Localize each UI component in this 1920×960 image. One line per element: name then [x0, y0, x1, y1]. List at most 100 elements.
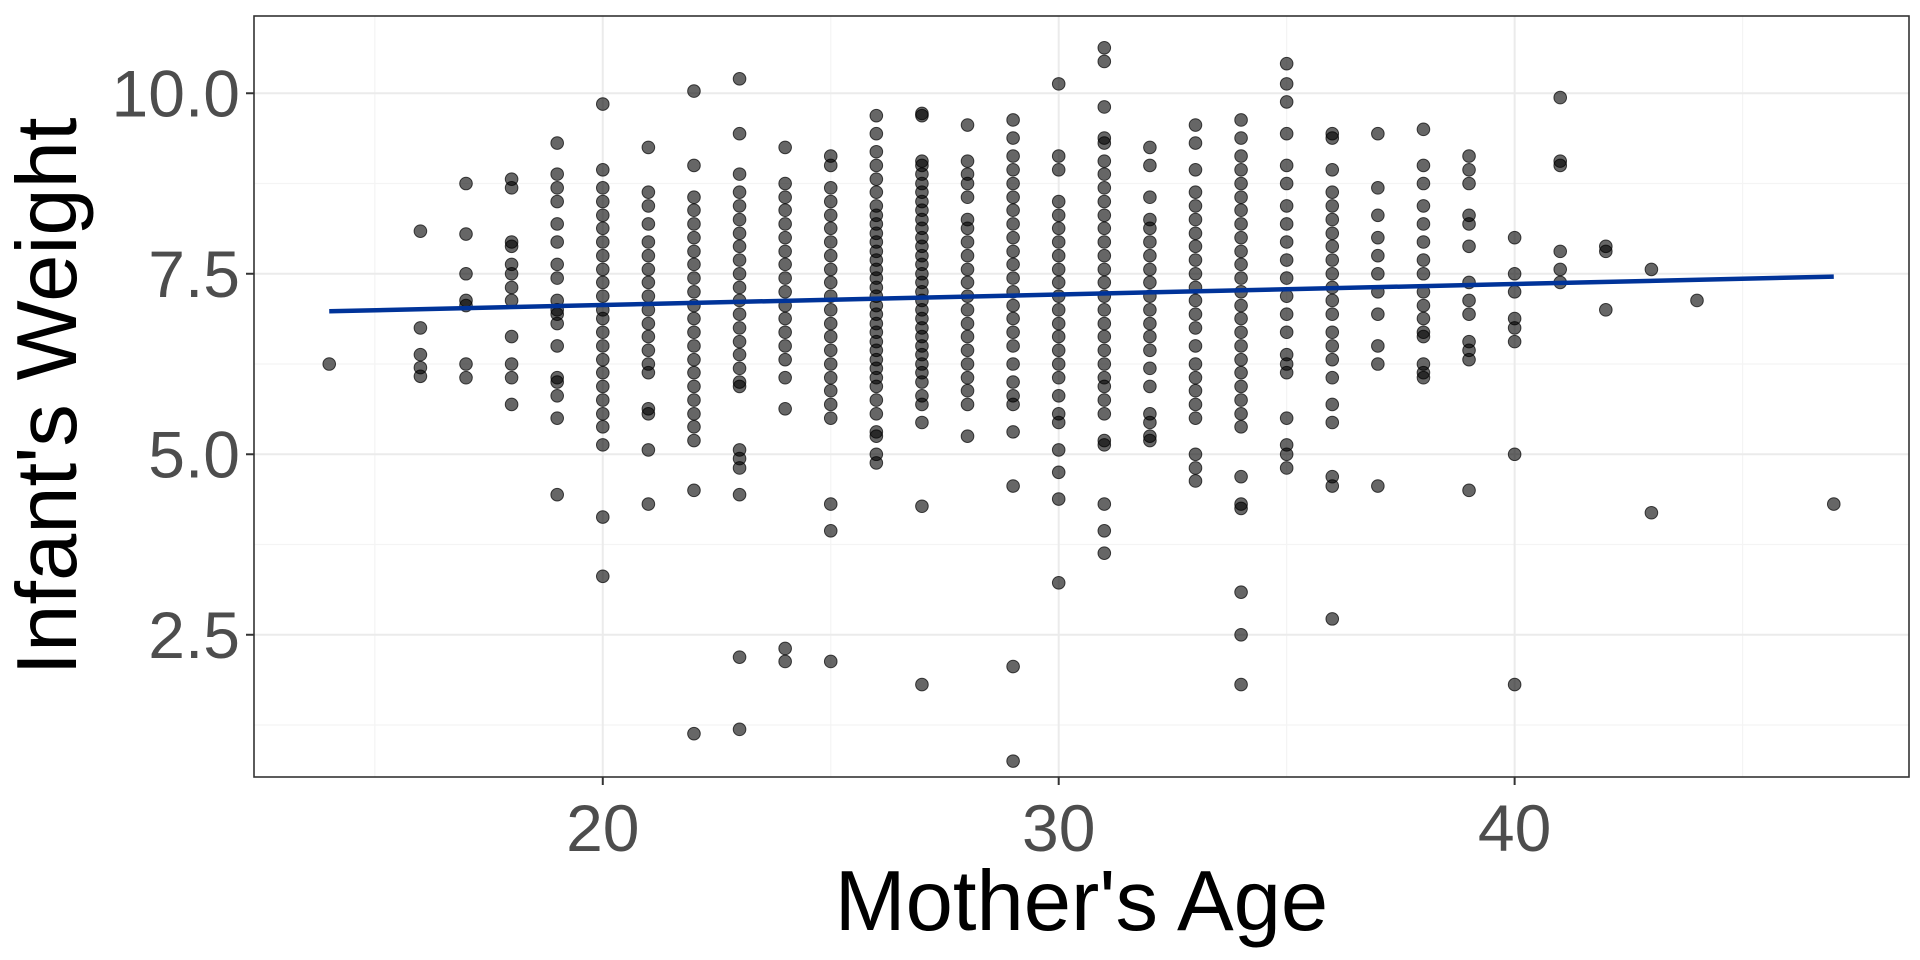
scatter-point [687, 365, 701, 380]
scatter-point [1051, 235, 1066, 249]
scatter-point [1234, 352, 1248, 367]
scatter-point [1826, 497, 1841, 511]
scatter-point [641, 185, 656, 199]
scatter-point [823, 357, 838, 371]
scatter-point [960, 262, 975, 277]
scatter-point [322, 357, 337, 371]
scatter-point [1188, 307, 1203, 321]
scatter-point [1143, 275, 1157, 290]
scatter-point [1051, 194, 1066, 209]
scatter-point [732, 199, 747, 213]
scatter-point [550, 194, 564, 209]
scatter-point [1097, 40, 1112, 55]
scatter-point [1051, 575, 1066, 590]
scatter-point [1234, 257, 1248, 272]
scatter-point [1371, 357, 1385, 371]
scatter-point [1097, 181, 1112, 195]
scatter-point [1006, 176, 1020, 191]
scatter-point [1006, 162, 1020, 177]
scatter-point [778, 230, 792, 245]
scatter-point [823, 654, 838, 669]
scatter-point [1279, 307, 1294, 321]
scatter-point [823, 397, 838, 412]
scatter-point [1462, 239, 1476, 254]
scatter-point [1234, 627, 1248, 642]
scatter-point [732, 239, 747, 254]
scatter-point [732, 722, 747, 737]
scatter-point [687, 158, 701, 173]
scatter-point [1188, 162, 1203, 177]
scatter-point [687, 339, 701, 353]
scatter-point [915, 499, 929, 514]
scatter-point [1006, 375, 1020, 389]
scatter-point [1097, 546, 1112, 560]
scatter-point [778, 190, 792, 205]
scatter-point [778, 370, 792, 385]
y-tick-label: 7.5 [148, 237, 240, 311]
scatter-point [595, 162, 610, 177]
scatter-point [550, 257, 564, 272]
scatter-point [1644, 505, 1659, 520]
scatter-point [595, 393, 610, 407]
scatter-point [595, 97, 610, 111]
scatter-point [687, 230, 701, 245]
scatter-point [1188, 226, 1203, 241]
scatter-point [687, 203, 701, 218]
scatter-point [869, 126, 884, 141]
scatter-point [960, 176, 975, 191]
scatter-point [1279, 56, 1294, 71]
scatter-point [1097, 208, 1112, 223]
scatter-point [732, 126, 747, 141]
scatter-point [1416, 253, 1431, 267]
scatter-point [1006, 659, 1020, 674]
scatter-point [413, 347, 428, 362]
scatter-point [1416, 217, 1431, 231]
scatter-point [1097, 136, 1112, 150]
scatter-point [915, 397, 929, 412]
scatter-point [1051, 370, 1066, 385]
scatter-point [732, 334, 747, 349]
scatter-point [1143, 262, 1157, 277]
scatter-point [595, 248, 610, 263]
scatter-point [1051, 388, 1066, 403]
scatter-point [550, 411, 564, 425]
scatter-point [1188, 370, 1203, 385]
scatter-point [550, 339, 564, 353]
x-tick-label: 40 [1478, 791, 1551, 865]
scatter-point [1097, 303, 1112, 317]
scatter-point [550, 375, 564, 389]
scatter-point [1462, 149, 1476, 163]
scatter-point [1462, 307, 1476, 321]
scatter-point [823, 411, 838, 425]
scatter-point [1051, 465, 1066, 480]
scatter-point [550, 388, 564, 403]
scatter-point [869, 158, 884, 173]
scatter-point [960, 383, 975, 398]
scatter-point [778, 339, 792, 353]
scatter-point [869, 108, 884, 123]
scatter-point [732, 379, 747, 394]
scatter-point [1553, 244, 1568, 259]
scatter-point [778, 352, 792, 367]
scatter-point [1553, 158, 1568, 173]
scatter-point [1006, 325, 1020, 340]
scatter-point [1279, 126, 1294, 141]
scatter-point [687, 483, 701, 498]
scatter-point [595, 352, 610, 367]
scatter-point [1234, 677, 1248, 692]
scatter-point [1051, 77, 1066, 91]
scatter-point [1143, 343, 1157, 358]
scatter-point [1279, 411, 1294, 425]
scatter-point [1371, 126, 1385, 141]
scatter-point [1279, 176, 1294, 191]
scatter-point [823, 208, 838, 223]
scatter-point [687, 407, 701, 421]
scatter-point [641, 289, 656, 303]
scatter-point [1006, 754, 1020, 768]
scatter-point [1325, 339, 1340, 353]
scatter-point [1371, 266, 1385, 281]
scatter-point [1325, 226, 1340, 241]
scatter-point [504, 370, 519, 385]
